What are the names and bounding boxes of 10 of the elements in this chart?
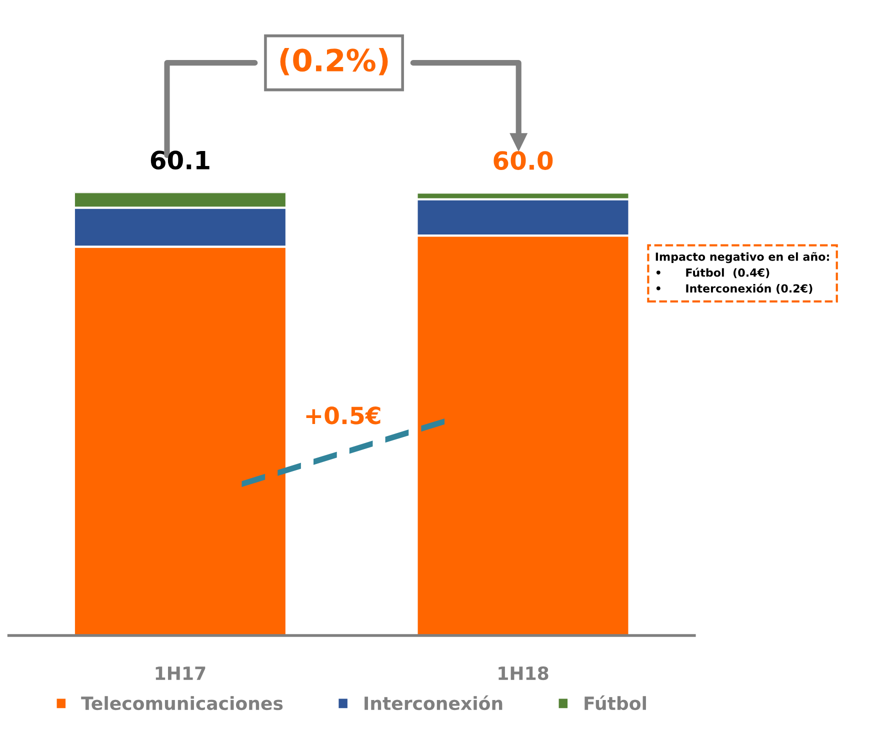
text: (0.2%) (280, 48, 388, 76)
legend-label: Fútbol (584, 695, 646, 710)
text: 60.0 (494, 151, 553, 170)
legend-label: Interconexión (364, 695, 502, 710)
annotation: +0.5€ (306, 406, 380, 424)
text: 60.1 (150, 150, 210, 170)
legend-label: Telecomunicaciones (81, 696, 283, 710)
x-tick-label: 1H17 (156, 666, 206, 680)
x-tick-label: 1H18 (498, 666, 548, 680)
annotation: Impacto negativo en el año: • Fútbol (0.4€) • Interconexión (0.2€) (656, 252, 829, 294)
